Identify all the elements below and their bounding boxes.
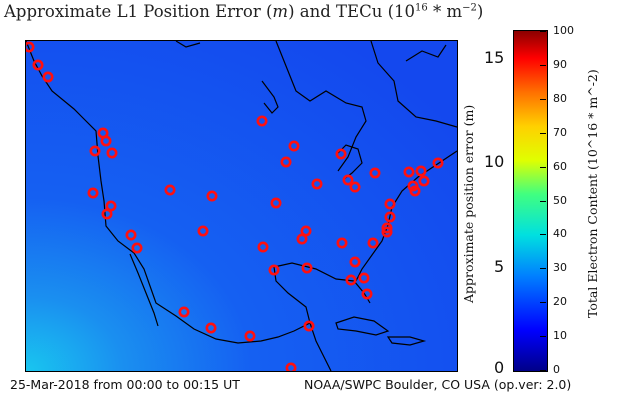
colorbar-tick-mark [540,98,546,100]
footer-date: 25-Mar-2018 from 00:00 to 00:15 UT [10,377,240,392]
pos-tick-0: 0 [494,358,505,377]
colorbar-tick-mark [540,132,546,134]
station-marker [384,211,396,223]
station-marker [285,362,297,371]
colorbar-tick-mark [540,64,546,66]
station-marker [280,156,292,168]
position-axis-label: Approximate position error (m) [461,104,476,303]
station-marker [367,237,379,249]
station-markers [26,41,444,371]
station-marker [131,242,143,254]
colorbar-tick-label: 40 [553,227,567,241]
station-marker [418,175,430,187]
station-marker [358,272,370,284]
colorbar-tick-label: 60 [553,159,567,173]
station-marker [311,178,323,190]
station-marker [296,233,308,245]
station-marker [106,147,118,159]
station-marker [336,237,348,249]
station-marker [288,140,300,152]
station-marker [257,241,269,253]
station-marker [361,288,373,300]
colorbar-tick-mark [540,268,546,270]
station-marker [384,198,396,210]
colorbar-tick-label: 10 [553,329,567,343]
station-marker [89,145,101,157]
station-marker [349,181,361,193]
station-marker [342,174,354,186]
station-marker [381,222,393,234]
colorbar-tick-mark [540,200,546,202]
station-marker [125,229,137,241]
tec-map [25,40,458,372]
station-marker [432,157,444,169]
station-marker [345,274,357,286]
station-marker [369,167,381,179]
station-marker [270,197,282,209]
station-marker [403,166,415,178]
pos-tick-15: 15 [484,48,505,67]
colorbar-tick-label: 100 [553,24,574,37]
colorbar-tick-mark [540,31,546,32]
colorbar-tick-label: 50 [553,193,567,207]
station-marker [178,306,190,318]
colorbar-tick-mark [540,336,546,338]
station-marker [268,264,280,276]
colorbar-tick-mark [540,370,546,371]
colorbar-tick-label: 30 [553,261,567,275]
station-marker [301,262,313,274]
station-marker [303,320,315,332]
pos-tick-5: 5 [494,257,505,276]
station-marker [105,200,117,212]
station-marker [205,322,217,334]
colorbar-label: Total Electron Content (10^16 * m^-2) [585,69,600,318]
colorbar-tick-label: 0 [553,363,560,376]
colorbar-tick-mark [540,166,546,168]
station-marker [197,225,209,237]
colorbar-tick-label: 70 [553,125,567,139]
colorbar-tick-label: 90 [553,57,567,71]
colorbar-tick-mark [540,234,546,236]
footer-credit: NOAA/SWPC Boulder, CO USA (op.ver: 2.0) [304,377,572,392]
station-marker [87,187,99,199]
pos-tick-10: 10 [484,152,505,171]
station-marker [256,115,268,127]
station-marker [381,226,393,238]
station-marker [101,208,113,220]
station-marker [26,41,35,53]
coastlines [26,41,457,371]
station-marker [335,148,347,160]
colorbar-tick-label: 20 [553,295,567,309]
station-marker [244,330,256,342]
station-marker [32,59,44,71]
station-marker [409,185,421,197]
station-marker [300,225,312,237]
station-marker [164,184,176,196]
station-marker [415,165,427,177]
station-marker [349,256,361,268]
station-marker [206,190,218,202]
station-marker [42,71,54,83]
chart-title: Approximate L1 Position Error (m) and TE… [4,2,484,21]
station-marker [100,135,112,147]
colorbar-tick-label: 80 [553,91,567,105]
colorbar-tick-mark [540,302,546,304]
